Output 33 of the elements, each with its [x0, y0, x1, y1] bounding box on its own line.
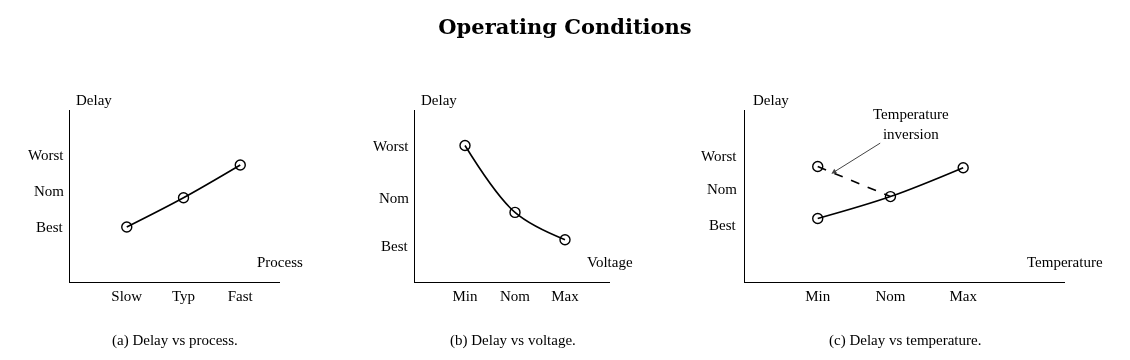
text: Nom [379, 190, 410, 206]
y-axis-title: Delay [421, 92, 458, 108]
text: Best [709, 217, 737, 233]
x-axis-title: Temperature [1027, 254, 1103, 270]
text: Worst [28, 147, 65, 163]
text: Temperature inversion [873, 106, 949, 142]
x-tick-label: Typ [171, 288, 196, 305]
text: (a) Delay vs process. [112, 332, 238, 349]
chart-title: Operating Conditions [437, 14, 693, 39]
text: (b) Delay vs voltage. [450, 332, 576, 349]
point [957, 162, 969, 174]
x-tick-label: Fast [227, 288, 254, 305]
text: Worst [373, 138, 410, 154]
x-tick-label: Slow [111, 288, 143, 305]
y-axis-title: Delay [753, 92, 790, 108]
text: Nom [34, 183, 65, 199]
x-tick-label: Min [452, 288, 478, 305]
point [812, 212, 824, 225]
x-axis-title: Process [257, 254, 303, 270]
text: Worst [701, 148, 738, 164]
point [812, 160, 824, 173]
x-tick-label: Max [551, 288, 580, 305]
x-tick-label: Nom [875, 288, 906, 305]
text: Nom [707, 181, 738, 197]
text: Best [381, 238, 409, 254]
y-axis-title: Delay [76, 92, 113, 108]
x-tick-label: Nom [500, 288, 531, 305]
text: Best [36, 219, 64, 235]
text: (c) Delay vs temperature. [829, 332, 982, 349]
x-axis-title: Voltage [587, 254, 633, 270]
point [884, 190, 897, 203]
x-tick-label: Min [805, 288, 831, 305]
x-tick-label: Max [949, 288, 978, 305]
